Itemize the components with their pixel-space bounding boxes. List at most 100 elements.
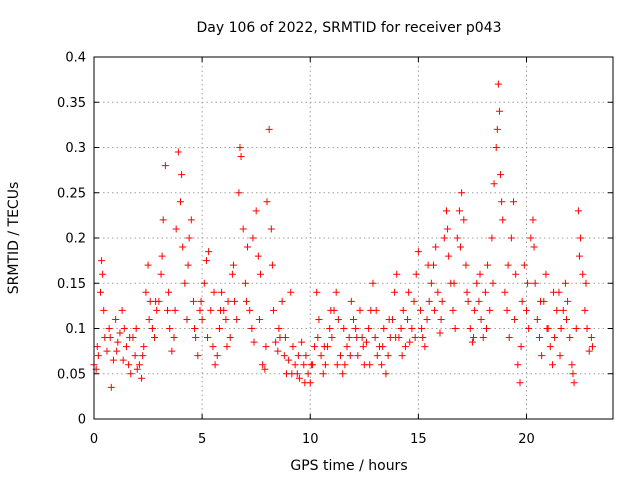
y-tick-label: 0.35: [57, 96, 86, 111]
data-point: [126, 334, 134, 342]
data-point: [451, 325, 459, 332]
data-point: [255, 315, 263, 323]
data-point: [569, 370, 577, 378]
grid-lines: [94, 57, 613, 419]
data-point: [380, 325, 388, 332]
data-point: [411, 334, 419, 342]
data-point: [116, 329, 124, 337]
data-point: [556, 352, 564, 360]
data-point: [524, 279, 532, 287]
data-point: [272, 338, 280, 346]
data-point: [314, 334, 322, 342]
data-point: [392, 334, 400, 342]
data-point: [226, 334, 234, 342]
data-point: [315, 315, 323, 323]
data-point: [165, 288, 173, 296]
data-point: [259, 361, 267, 369]
data-point: [172, 225, 180, 233]
data-point: [353, 334, 361, 342]
data-point: [120, 325, 128, 332]
data-point: [261, 365, 269, 373]
data-point: [405, 288, 413, 296]
data-point: [531, 279, 539, 287]
data-point: [499, 216, 507, 224]
data-point: [317, 352, 325, 360]
data-point: [166, 325, 174, 332]
data-point: [404, 315, 412, 323]
data-point: [207, 306, 215, 314]
data-point: [412, 270, 420, 278]
data-point: [423, 315, 431, 323]
data-point: [525, 325, 533, 332]
data-point: [239, 225, 247, 233]
data-point: [518, 297, 526, 305]
data-point: [307, 361, 315, 369]
data-point: [527, 234, 535, 242]
data-point: [131, 352, 139, 360]
data-point: [453, 234, 461, 242]
data-point: [401, 343, 409, 351]
data-point: [503, 306, 511, 314]
data-point: [151, 334, 159, 342]
data-points: [90, 80, 596, 391]
y-tick-label: 0.05: [57, 367, 86, 382]
data-point: [300, 361, 308, 369]
data-point: [457, 243, 465, 251]
data-point: [538, 352, 546, 360]
data-point: [434, 288, 442, 296]
data-point: [535, 334, 543, 342]
data-point: [488, 234, 496, 242]
x-tick-label: 5: [198, 432, 206, 447]
data-point: [248, 325, 256, 332]
data-point: [275, 325, 283, 332]
data-point: [197, 297, 205, 305]
data-point: [289, 343, 297, 351]
data-point: [582, 279, 590, 287]
data-point: [304, 370, 312, 378]
data-point: [359, 343, 367, 351]
data-point: [479, 334, 487, 342]
data-point: [250, 338, 258, 346]
data-point: [118, 306, 126, 314]
data-point: [321, 361, 329, 369]
y-tick-label: 0.15: [57, 277, 86, 292]
data-point: [445, 252, 453, 260]
data-point: [209, 343, 217, 351]
data-point: [399, 306, 407, 314]
data-point: [504, 261, 512, 269]
data-point: [494, 80, 502, 88]
data-point: [579, 270, 587, 278]
data-point: [354, 352, 362, 360]
data-point: [432, 243, 440, 251]
data-point: [177, 198, 184, 206]
data-point: [339, 370, 347, 378]
data-point: [424, 261, 432, 269]
data-point: [142, 288, 150, 296]
data-point: [550, 288, 558, 296]
data-point: [466, 325, 474, 332]
data-point: [438, 297, 446, 305]
data-point: [326, 325, 334, 332]
data-point: [138, 374, 146, 382]
data-point: [464, 297, 472, 305]
data-point: [244, 243, 252, 251]
data-point: [327, 306, 335, 314]
data-point: [431, 306, 439, 314]
data-point: [418, 325, 426, 332]
data-point: [257, 270, 265, 278]
data-point: [414, 248, 422, 256]
data-point: [334, 315, 342, 323]
data-point: [484, 261, 492, 269]
data-point: [385, 315, 393, 323]
data-point: [328, 334, 336, 342]
data-point: [103, 347, 111, 355]
data-point: [313, 288, 321, 296]
data-point: [171, 306, 179, 314]
data-point: [583, 325, 591, 332]
data-point: [458, 189, 466, 197]
data-point: [471, 306, 479, 314]
y-tick-label: 0.4: [65, 51, 86, 66]
data-point: [566, 334, 574, 342]
data-point: [332, 288, 340, 296]
